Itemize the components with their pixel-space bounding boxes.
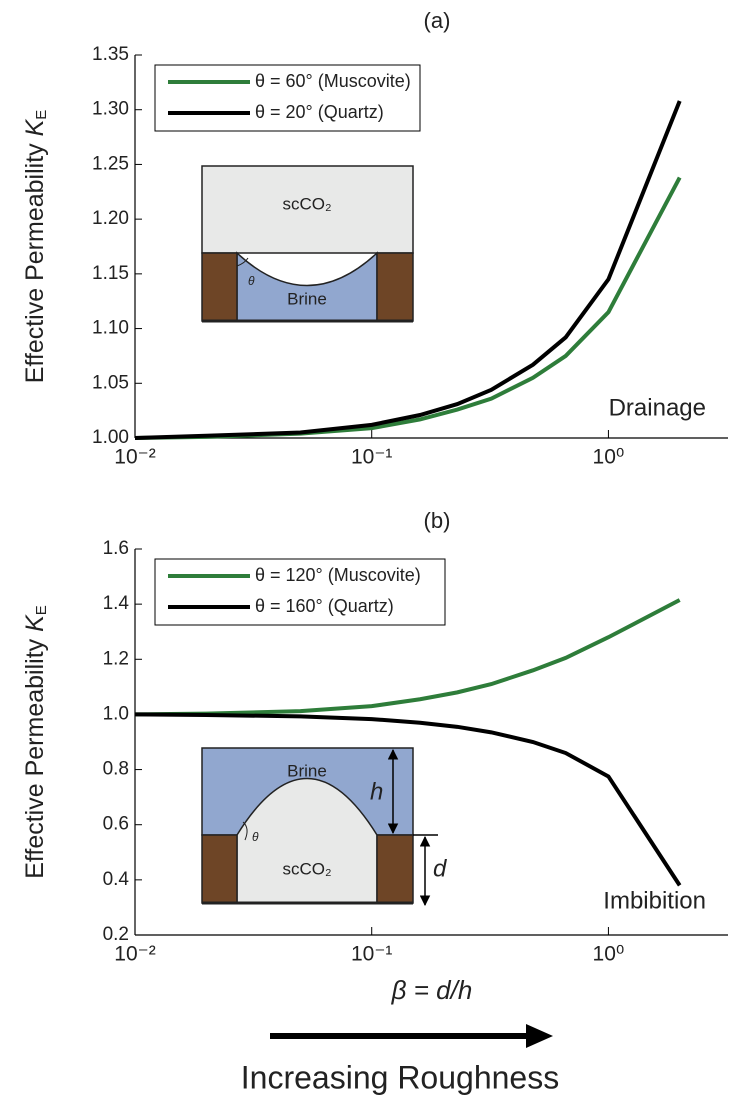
y-tick-label: 0.8 (103, 759, 129, 780)
y-tick-label: 0.4 (103, 869, 130, 890)
inset-solid (376, 834, 414, 904)
inset-label: θ (252, 830, 259, 844)
y-tick-label: 0.2 (103, 924, 129, 945)
legend-box (154, 64, 421, 132)
inset-fluid (201, 165, 414, 254)
legend-label: θ = 20° (Quartz) (255, 102, 384, 122)
note: Increasing Roughness (241, 1059, 559, 1095)
inset-brine (236, 251, 378, 322)
roughness-arrowhead (526, 1024, 553, 1048)
series-line (134, 100, 682, 440)
angle-arc (236, 257, 249, 267)
y-axis-label: Effective Permeability KE (21, 605, 50, 879)
legend-box (154, 558, 446, 626)
x-tick-label: 10⁰ (593, 446, 625, 469)
y-tick-label: 1.6 (103, 538, 129, 559)
y-tick-label: 1.2 (103, 648, 129, 669)
x-tick-label: 10⁻¹ (351, 943, 392, 966)
x-tick-label: 10⁻² (114, 943, 155, 966)
legend-label: θ = 60° (Muscovite) (255, 71, 411, 91)
x-tick-label: 10⁰ (593, 943, 625, 966)
inset-label: scCO₂ (282, 194, 331, 213)
inset-solid (201, 252, 238, 322)
x-tick-label: 10⁻¹ (351, 446, 392, 469)
inset-label: Brine (287, 761, 327, 780)
y-axis-label-symbol: K (21, 118, 49, 136)
y-tick-label: 1.25 (92, 153, 129, 174)
series-line (134, 598, 681, 717)
y-axis-label-subscript: E (33, 110, 50, 120)
y-tick-label: 1.15 (92, 263, 129, 284)
panel-title: (b) (424, 508, 451, 533)
y-tick-label: 1.4 (103, 593, 130, 614)
y-tick-label: 1.0 (103, 703, 129, 724)
inset-label: d (433, 855, 447, 882)
legend-label: θ = 160° (Quartz) (255, 596, 394, 616)
y-tick-label: 0.6 (103, 814, 129, 835)
y-axis-label-symbol: K (21, 614, 49, 632)
y-axis-label-text: Effective Permeability (21, 632, 49, 879)
legend-label: θ = 120° (Muscovite) (255, 565, 421, 585)
y-tick-label: 1.10 (92, 318, 129, 339)
inset-label: scCO₂ (282, 859, 331, 878)
y-tick-label: 1.30 (92, 99, 129, 120)
y-axis-label-subscript: E (33, 605, 50, 615)
x-axis-label: β = d/h (391, 975, 473, 1005)
x-tick-label: 10⁻² (114, 446, 155, 469)
y-tick-label: 1.35 (92, 44, 129, 65)
annotation: Drainage (609, 394, 706, 421)
inset-label: Brine (287, 289, 327, 308)
series-line (134, 712, 682, 887)
y-axis-label: Effective Permeability KE (21, 110, 50, 384)
annotation: Imbibition (603, 887, 706, 914)
y-tick-label: 1.00 (92, 427, 129, 448)
y-tick-label: 1.20 (92, 208, 129, 229)
inset-solid (376, 252, 414, 322)
y-tick-label: 1.05 (92, 372, 129, 393)
y-axis-label-text: Effective Permeability (21, 136, 49, 383)
angle-arc (242, 821, 248, 841)
inset-label: θ (248, 274, 255, 288)
inset-solid (201, 834, 238, 904)
inset-label: h (370, 778, 383, 805)
panel-title: (a) (424, 8, 451, 33)
